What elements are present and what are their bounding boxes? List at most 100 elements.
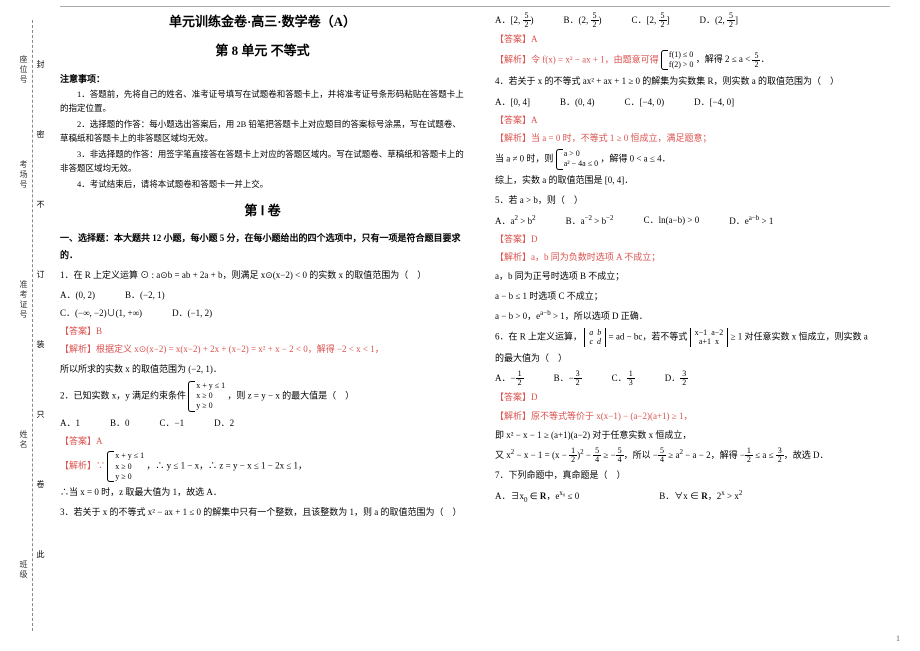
q7-B: B．∀x ∈ R，2x > x2 (659, 487, 742, 506)
q4-answer: 【答案】A (495, 112, 900, 128)
q4-sol1: 【解析】当 a = 0 时，不等式 1 ≥ 0 恒成立，满足题意； (495, 133, 712, 143)
q3-sol: 【解析】令 f(x) = x² − ax + 1，由题意可得 f(1) ≤ 0 … (495, 50, 900, 71)
q6-C: C．13 (612, 370, 635, 387)
q1-A: A．(0, 2) (60, 287, 95, 303)
q6: 6．在 R 上定义运算， a b c d = ad − bc，若不等式 x−1 … (495, 328, 900, 347)
q1-text: 1．在 R 上定义运算 ⊙ : a⊙b = ab + 2a + b，则满足 x⊙… (60, 267, 465, 284)
q4-C: C．[−4, 0) (625, 94, 665, 110)
q1-sol2: 所以所求的实数 x 的取值范围为 (−2, 1)． (60, 361, 465, 378)
part1-header: 一、选择题：本大题共 12 小题，每小题 5 分，在每小题给出的四个选项中，只有… (60, 230, 465, 262)
q6-det2: x−1 a−2 a+1 x (690, 328, 729, 347)
q6-sol1: 【解析】原不等式等价于 x(x−1) − (a−2)(a+1) ≥ 1， (495, 411, 692, 421)
q6-A: A．−12 (495, 370, 524, 387)
q6-opts: A．−12 B．−32 C．13 D．32 (495, 370, 900, 387)
q2-D: D．2 (214, 415, 234, 431)
q2-sol: 【解析】∵ x + y ≤ 1 x ≥ 0 y ≥ 0 ，∴ y ≤ 1 − x… (60, 451, 465, 482)
q2s-c2: x ≥ 0 (115, 462, 144, 472)
stub-class: 班级 (18, 560, 29, 580)
q2-pre: 2．已知实数 x，y 满足约束条件 (60, 390, 186, 400)
margin-label: 封 (35, 60, 46, 70)
notice-item: 4．考试结束后，请将本试题卷和答题卡一并上交。 (60, 177, 465, 191)
q3-B: B．(2, 52) (564, 12, 602, 29)
q2-answer: 【答案】A (60, 433, 465, 449)
q4-B: B．(0, 4) (560, 94, 595, 110)
q5-text: 5．若 a > b，则（ ） (495, 192, 900, 209)
q4-sol-constraints: a > 0 a² − 4a ≤ 0 (556, 149, 598, 170)
q7-text: 7．下列命题中，真命题是（ ） (495, 467, 900, 484)
q1-opts-row2: C．(−∞, −2)∪(1, +∞) D．(−1, 2) (60, 305, 465, 321)
q2-c2: x ≥ 0 (196, 391, 225, 401)
stub-seat: 座位号 (18, 55, 29, 85)
q6-answer: 【答案】D (495, 389, 900, 405)
margin-label: 装 (35, 340, 46, 350)
q4-D: D．[−4, 0] (694, 94, 734, 110)
notice-item: 3．非选择题的作答：用签字笔直接答在答题卡上对应的答题区域内。写在试题卷、草稿纸… (60, 147, 465, 176)
margin-label: 订 (35, 270, 46, 280)
q6-pre: 6．在 R 上定义运算， (495, 331, 582, 341)
q5-B: B．a−2 > b−2 (566, 212, 614, 229)
q2: 2．已知实数 x，y 满足约束条件 x + y ≤ 1 x ≥ 0 y ≥ 0 … (60, 381, 465, 412)
q3s-c2: f(2) > 0 (669, 60, 694, 70)
q5-D: D．ea−b > 1 (729, 212, 773, 229)
q3-A: A．[2, 52) (495, 12, 534, 29)
q4-sol2: 当 a ≠ 0 时，则 a > 0 a² − 4a ≤ 0 ，解得 0 < a … (495, 149, 900, 170)
q7-A: A．∃x0 ∈ R，ex₀ ≤ 0 (495, 487, 579, 506)
q4s-c1: a > 0 (564, 149, 598, 159)
q6-sol3: 又 x2 − x − 1 = (x − 12)2 − 54 ≥ −54，所以 −… (495, 446, 900, 464)
q7-opts: A．∃x0 ∈ R，ex₀ ≤ 0 B．∀x ∈ R，2x > x2 (495, 487, 900, 506)
notice-title: 注意事项： (60, 71, 465, 87)
q6-sol2: 即 x² − x − 1 ≥ (a+1)(a−2) 对于任意实数 x 恒成立， (495, 427, 900, 444)
q2-opts: A．1 B．0 C．−1 D．2 (60, 415, 465, 431)
q5-A: A．a2 > b2 (495, 212, 536, 229)
page-number: 1 (896, 634, 900, 643)
q4s-c2: a² − 4a ≤ 0 (564, 159, 598, 169)
q3-opts: A．[2, 52) B．(2, 52) C．[2, 52] D．(2, 52] (495, 12, 900, 29)
q4-sol2-post: ，解得 0 < a ≤ 4． (600, 153, 670, 163)
q6-line2: 的最大值为（ ） (495, 350, 900, 367)
right-column: A．[2, 52) B．(2, 52) C．[2, 52] D．(2, 52] … (495, 10, 900, 646)
q4-A: A．[0, 4] (495, 94, 530, 110)
q2-A: A．1 (60, 415, 80, 431)
q3-answer: 【答案】A (495, 31, 900, 47)
q3-sol-pre: 【解析】令 f(x) = x² − ax + 1，由题意可得 (495, 54, 659, 64)
q2-sol-post: ，∴ y ≤ 1 − x，∴ z = y − x ≤ 1 − 2x ≤ 1， (146, 461, 307, 471)
q4-text: 4．若关于 x 的不等式 ax² + ax + 1 ≥ 0 的解集为实数集 R，… (495, 73, 900, 90)
margin-label: 卷 (35, 480, 46, 490)
margin-label: 此 (35, 550, 46, 560)
margin-label: 密 (35, 130, 46, 140)
q1-C: C．(−∞, −2)∪(1, +∞) (60, 305, 142, 321)
q2-C: C．−1 (160, 415, 185, 431)
q3-D: D．(2, 52] (700, 12, 739, 29)
left-column: 单元训练金卷·高三·数学卷（A） 第 8 单元 不等式 注意事项： 1．答题前，… (60, 10, 465, 646)
q2-c1: x + y ≤ 1 (196, 381, 225, 391)
q2-post: ，则 z = y − x 的最大值是（ ） (227, 390, 354, 400)
q2-constraints: x + y ≤ 1 x ≥ 0 y ≥ 0 (188, 381, 225, 412)
q6-det1: a b c d (584, 328, 606, 347)
q5-answer: 【答案】D (495, 231, 900, 247)
q5-sol1: 【解析】a，b 同为负数时选项 A 不成立； (495, 252, 660, 262)
q1-sol: 【解析】根据定义 x⊙(x−2) = x(x−2) + 2x + (x−2) =… (60, 344, 384, 354)
juan-title: 第 Ⅰ 卷 (60, 199, 465, 222)
q6-mid: = ad − bc，若不等式 (609, 331, 690, 341)
q4-sol3: 综上，实数 a 的取值范围是 [0, 4]． (495, 172, 900, 189)
q3-C: C．[2, 52] (632, 12, 670, 29)
q4-sol2-pre: 当 a ≠ 0 时，则 (495, 153, 553, 163)
q6-D: D．32 (665, 370, 689, 387)
dash-line (32, 20, 33, 631)
q3-sol-post: ，解得 2 ≤ a < 52． (696, 54, 770, 64)
q3-text: 3．若关于 x 的不等式 x² − ax + 1 ≤ 0 的解集中只有一个整数，… (60, 504, 465, 521)
q5-sol3: a − b ≤ 1 时选项 C 不成立； (495, 288, 900, 305)
binding-margin: 封 密 不 订 装 只 卷 此 座位号 考场号 准考证号 姓名 班级 (0, 0, 50, 651)
q5-sol4: a − b > 0，ea−b > 1，所以选项 D 正确． (495, 307, 900, 325)
main-title: 单元训练金卷·高三·数学卷（A） (60, 10, 465, 33)
margin-label: 不 (35, 200, 46, 210)
margin-label: 只 (35, 410, 46, 420)
q5-opts: A．a2 > b2 B．a−2 > b−2 C．ln(a−b) > 0 D．ea… (495, 212, 900, 229)
notice-item: 1．答题前，先将自己的姓名、准考证号填写在试题卷和答题卡上，并将准考证号条形码粘… (60, 87, 465, 116)
q2-c3: y ≥ 0 (196, 401, 225, 411)
q1-D: D．(−1, 2) (172, 305, 212, 321)
q4-opts: A．[0, 4] B．(0, 4) C．[−4, 0) D．[−4, 0] (495, 94, 900, 110)
q3-sol-constraints: f(1) ≤ 0 f(2) > 0 (661, 50, 694, 71)
q2-sol2: ∴当 x = 0 时，z 取最大值为 1，故选 A． (60, 484, 465, 501)
q1-opts-row1: A．(0, 2) B．(−2, 1) (60, 287, 465, 303)
